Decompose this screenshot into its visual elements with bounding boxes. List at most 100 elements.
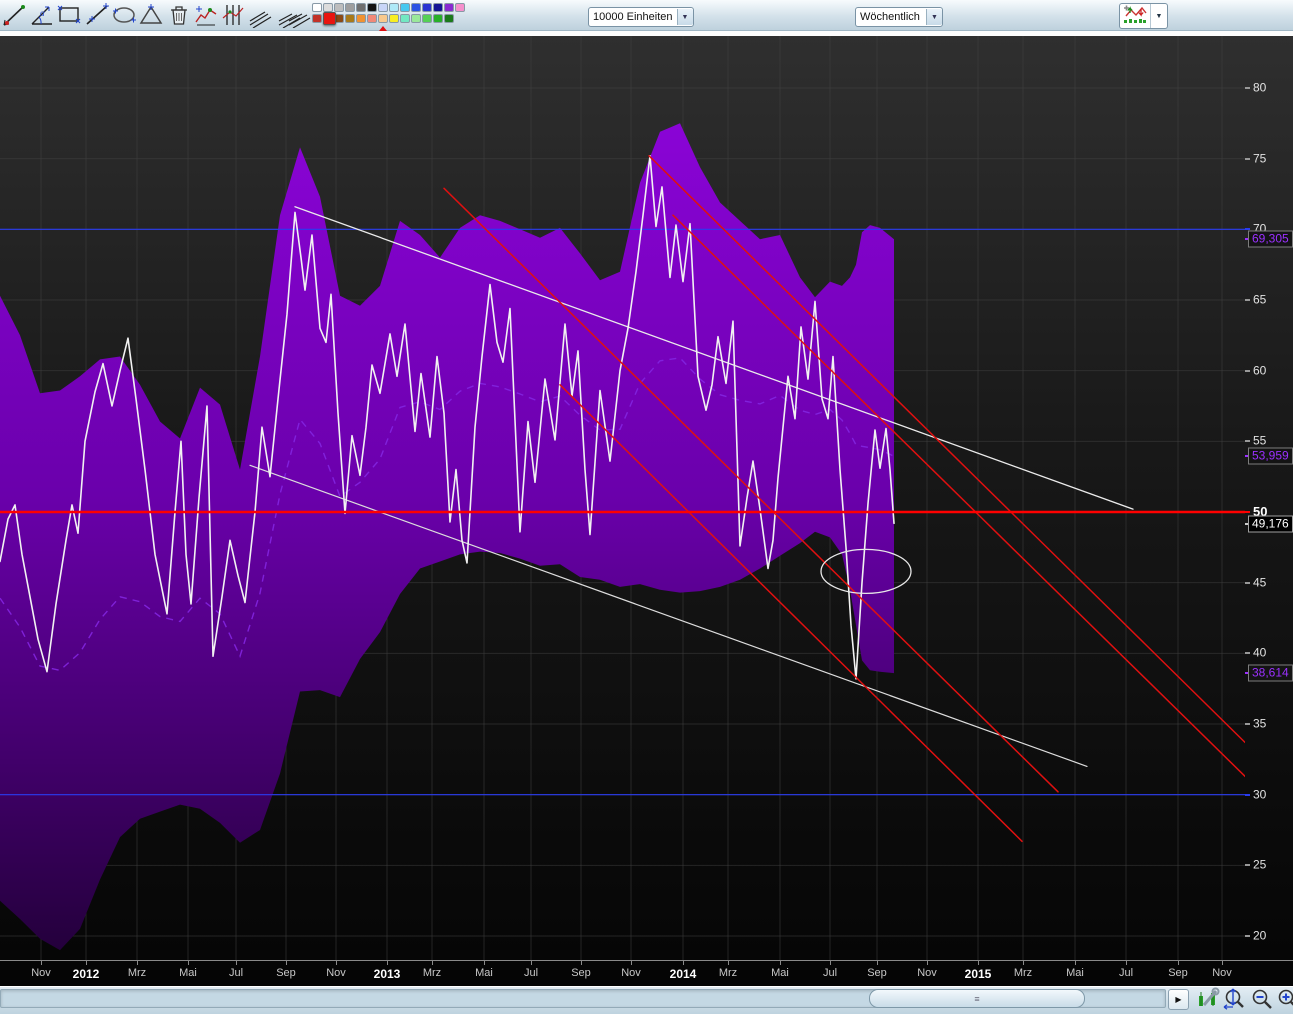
delete-drawing-icon[interactable]: [166, 2, 192, 28]
chart-scrollbar-thumb[interactable]: ≡: [869, 989, 1085, 1008]
price-axis-tick: [1245, 934, 1250, 937]
time-axis-month-label: Nov: [917, 967, 937, 979]
time-axis-tick: [581, 961, 582, 965]
color-swatch[interactable]: [433, 14, 443, 23]
red-trendline-2[interactable]: [443, 187, 1059, 793]
color-swatch[interactable]: [444, 3, 454, 12]
color-swatch[interactable]: [455, 3, 465, 12]
color-swatch[interactable]: [334, 3, 344, 12]
color-swatch[interactable]: [356, 14, 366, 23]
time-axis-month-label: Mai: [179, 967, 197, 979]
time-axis-month-label: Mai: [475, 967, 493, 979]
price-axis-tick: [1245, 581, 1250, 584]
time-axis-year-label: 2012: [72, 967, 100, 981]
color-swatch[interactable]: [433, 3, 443, 12]
time-axis-month-label: Sep: [276, 967, 296, 979]
time-axis-year-label: 2014: [669, 967, 697, 981]
units-dropdown[interactable]: 10000 Einheiten ▼: [588, 7, 694, 27]
ellipse-tool-icon[interactable]: [111, 2, 137, 28]
price-axis[interactable]: 20 25 30 35 40 45 50 55 60 65 70 75 80 69,305 53,959 49…: [1245, 36, 1293, 960]
price-line: [0, 155, 895, 680]
zoom-fit-icon[interactable]: [1222, 987, 1246, 1011]
time-axis-tick: [877, 961, 878, 965]
indicator-value-label: 69,305: [1248, 230, 1293, 248]
color-swatch[interactable]: [411, 14, 421, 23]
color-swatch[interactable]: [367, 14, 377, 23]
white-channel-upper[interactable]: [294, 206, 1134, 510]
time-axis-month-label: Mrz: [422, 967, 442, 979]
color-swatch[interactable]: [323, 3, 333, 12]
time-axis-tick: [780, 961, 781, 965]
chevron-down-icon[interactable]: ▼: [926, 9, 942, 25]
color-swatch[interactable]: [411, 3, 421, 12]
price-marker-tick: [1245, 522, 1250, 525]
zoom-out-icon[interactable]: [1250, 987, 1274, 1011]
time-axis-tick: [728, 961, 729, 965]
chart-markers-tool-icon[interactable]: [193, 2, 219, 28]
time-axis-month-label: Nov: [1212, 967, 1232, 979]
chevron-down-icon[interactable]: ▼: [1150, 4, 1167, 28]
red-trendline-3[interactable]: [648, 155, 1245, 744]
scroll-right-button[interactable]: ▶: [1168, 989, 1189, 1010]
ray-tool-icon[interactable]: [84, 2, 110, 28]
chart-type-button[interactable]: ▼: [1119, 3, 1168, 29]
price-axis-label: 80: [1253, 80, 1267, 95]
price-axis-label: 75: [1253, 151, 1267, 166]
red-trendline-4[interactable]: [672, 214, 1245, 778]
last-price-label: 49,176: [1248, 515, 1293, 533]
price-axis-tick: [1245, 87, 1250, 89]
color-swatch[interactable]: [378, 14, 388, 23]
triangle-tool-icon[interactable]: [138, 2, 164, 28]
raff-channel-tool-icon[interactable]: [247, 2, 273, 28]
price-marker-tick: [1245, 455, 1250, 458]
price-axis-tick: [1245, 157, 1250, 160]
price-axis-label: 55: [1253, 433, 1267, 448]
price-axis-label: 35: [1253, 716, 1267, 731]
price-axis-label: 20: [1253, 928, 1267, 943]
red-trendline-1[interactable]: [559, 384, 1023, 843]
angle-tool-icon[interactable]: α: [29, 2, 55, 28]
trendline-tool-icon[interactable]: [2, 2, 28, 28]
sigma-lines-tool-icon[interactable]: [286, 2, 312, 28]
color-swatch[interactable]: [422, 14, 432, 23]
chevron-down-icon[interactable]: ▼: [676, 9, 693, 25]
color-swatch[interactable]: [367, 3, 377, 12]
chart-area: 20 25 30 35 40 45 50 55 60 65 70 75 80 69,305 53,959 49…: [0, 36, 1293, 960]
price-axis-tick: [1245, 228, 1250, 231]
color-swatch[interactable]: [345, 3, 355, 12]
period-dropdown[interactable]: Wöchentlich ▼: [855, 7, 943, 27]
palette-selected-marker-icon: [379, 26, 387, 31]
color-swatch[interactable]: [312, 14, 322, 23]
time-axis[interactable]: Nov 2012 Mrz Mai Jul Sep Nov 2013 Mrz Mai Jul Sep No…: [0, 960, 1293, 987]
ellipse-annotation[interactable]: [820, 548, 912, 595]
price-axis-label: 45: [1253, 575, 1267, 590]
color-swatch[interactable]: [444, 14, 454, 23]
color-swatch[interactable]: [378, 3, 388, 12]
color-swatch[interactable]: [345, 14, 355, 23]
time-axis-month-label: Nov: [326, 967, 346, 979]
period-dropdown-value: Wöchentlich: [860, 11, 920, 23]
time-axis-tick: [1222, 961, 1223, 965]
toolbar-divider: [0, 31, 1293, 36]
time-axis-month-label: Mrz: [1013, 967, 1033, 979]
color-swatch[interactable]: [323, 12, 336, 25]
color-swatch[interactable]: [389, 14, 399, 23]
white-channel-lower[interactable]: [249, 464, 1088, 767]
vertical-lines-tool-icon[interactable]: [220, 2, 246, 28]
time-axis-month-label: Mrz: [127, 967, 147, 979]
color-swatch[interactable]: [356, 3, 366, 12]
time-axis-tick: [137, 961, 138, 965]
chart-plot[interactable]: [0, 36, 1245, 960]
zoom-in-icon[interactable]: [1276, 987, 1293, 1011]
color-swatch[interactable]: [312, 3, 322, 12]
time-axis-month-label: Mai: [771, 967, 789, 979]
color-swatch[interactable]: [389, 3, 399, 12]
color-swatch[interactable]: [400, 3, 410, 12]
time-axis-tick: [41, 961, 42, 965]
chart-settings-icon[interactable]: [1196, 987, 1220, 1011]
rectangle-tool-icon[interactable]: [56, 2, 82, 28]
color-swatch[interactable]: [400, 14, 410, 23]
price-axis-label: 65: [1253, 292, 1267, 307]
color-swatch[interactable]: [422, 3, 432, 12]
time-axis-tick: [188, 961, 189, 965]
